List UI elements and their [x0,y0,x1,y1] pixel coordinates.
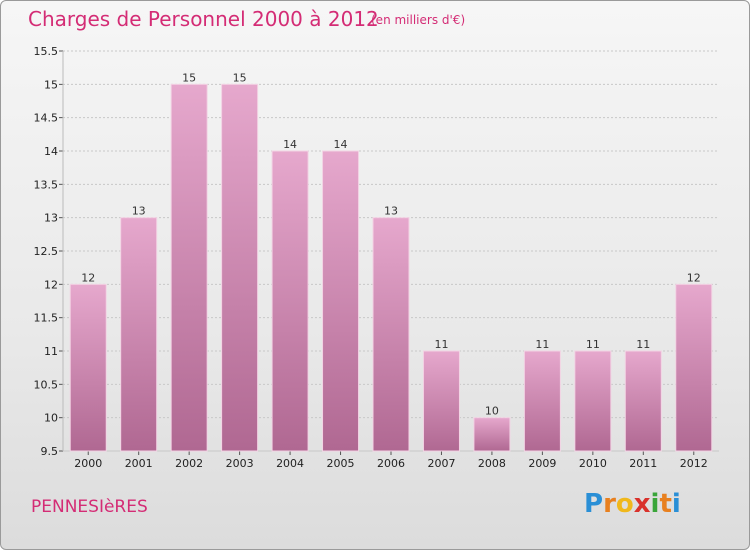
logo-letter: x [633,489,651,519]
data-label-2000: 12 [81,271,95,284]
x-tick-label-2007: 2007 [427,457,455,470]
y-tick-label: 10 [44,412,58,425]
x-tick-label-2004: 2004 [276,457,304,470]
data-label-2004: 14 [283,138,297,151]
data-label-2008: 10 [485,405,499,418]
bar-2002 [170,83,208,452]
bar-2004 [271,150,309,452]
data-label-2002: 15 [182,71,196,84]
bar-2011 [624,350,662,452]
data-labels: 12 13 15 15 14 14 13 11 10 11 11 11 12 [81,71,701,417]
x-tick-label-2009: 2009 [528,457,556,470]
data-label-2006: 13 [384,205,398,218]
y-tick-label: 13.5 [34,178,59,191]
y-tick-label: 11 [44,345,58,358]
x-tick-label-2003: 2003 [226,457,254,470]
chart-subtitle: (en milliers d'€) [371,13,466,27]
y-tick-label: 11.5 [34,312,59,325]
bar-2010 [574,350,612,452]
x-tick-label-2012: 2012 [680,457,708,470]
x-tick-label-2011: 2011 [629,457,657,470]
x-tick-label-2006: 2006 [377,457,405,470]
bar-2008 [473,417,511,452]
bar-2012 [675,283,713,452]
data-label-2012: 12 [687,271,701,284]
bars [69,83,713,452]
y-tick-label: 10.5 [34,378,59,391]
x-tick-labels: 2000 2001 2002 2003 2004 2005 2006 2007 2008 2009… [74,457,708,470]
y-tick-label: 12 [44,278,58,291]
bar-2005 [322,150,360,452]
y-tick-label: 9.5 [41,445,59,458]
data-label-2010: 11 [586,338,600,351]
bar-2007 [422,350,460,452]
logo-letter: t [659,489,672,519]
proxiti-logo: Proxiti [584,489,681,519]
y-tick-label: 15 [44,78,58,91]
x-tick-label-2010: 2010 [579,457,607,470]
data-label-2007: 11 [434,338,448,351]
logo-letter: r [603,489,616,519]
logo-letter: i [671,489,681,519]
data-label-2003: 15 [233,71,247,84]
y-tick-label: 13 [44,212,58,225]
bar-2009 [523,350,561,452]
x-tick-label-2001: 2001 [125,457,153,470]
logo-letter: o [615,489,634,519]
bar-2001 [120,217,158,452]
logo-letter: i [650,489,660,519]
x-tick-label-2000: 2000 [74,457,102,470]
chart-title: Charges de Personnel 2000 à 2012 [28,7,379,31]
data-label-2005: 14 [334,138,348,151]
x-tick-label-2002: 2002 [175,457,203,470]
y-tick-label: 15.5 [34,45,59,58]
logo-letter: P [584,489,604,519]
bar-2000 [69,283,107,452]
x-tick-label-2005: 2005 [327,457,355,470]
bar-2006 [372,217,410,452]
commune-name: PENNESIèRES [31,497,148,517]
y-tick-label: 14 [44,145,58,158]
y-tick-label: 12.5 [34,245,59,258]
y-tick-label: 14.5 [34,112,59,125]
bar-2003 [221,83,259,452]
data-label-2001: 13 [132,205,146,218]
data-label-2009: 11 [535,338,549,351]
data-label-2011: 11 [636,338,650,351]
y-tick-labels: 9.5 10 10.5 11 11.5 12 12.5 13 13.5 14 14.5 15 15.5 [34,45,59,458]
x-tick-label-2008: 2008 [478,457,506,470]
